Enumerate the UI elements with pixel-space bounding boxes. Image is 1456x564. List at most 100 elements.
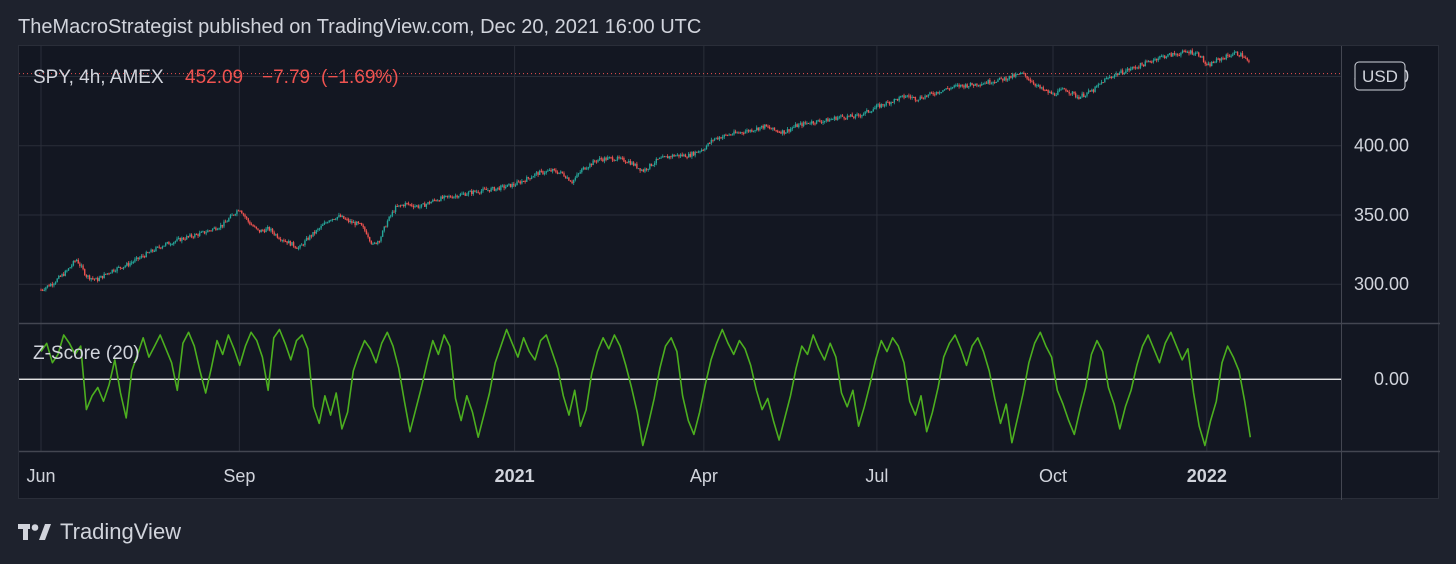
candle-body bbox=[530, 177, 533, 179]
candle-body bbox=[679, 154, 682, 157]
candle-body bbox=[1032, 81, 1035, 84]
candle-body bbox=[994, 81, 996, 83]
candle-body bbox=[563, 173, 565, 177]
candle-body bbox=[139, 257, 141, 260]
candle-body bbox=[938, 92, 941, 94]
candle-body bbox=[1050, 91, 1053, 95]
chart-panel[interactable]: JunSep2021AprJulOct2022450.00400.00350.0… bbox=[18, 45, 1440, 500]
candle-body bbox=[275, 234, 277, 236]
candle-body bbox=[1062, 88, 1064, 90]
candle-body bbox=[339, 215, 342, 217]
candle-body bbox=[411, 204, 413, 206]
candle-body bbox=[381, 230, 384, 237]
candle-body bbox=[778, 131, 781, 133]
currency-button[interactable]: USD bbox=[1354, 61, 1406, 91]
candle-body bbox=[1214, 62, 1216, 64]
candle-body bbox=[1083, 93, 1085, 97]
candle-body bbox=[467, 191, 470, 195]
candle-body bbox=[198, 232, 201, 236]
legend-symbol[interactable]: SPY, 4h, AMEX bbox=[33, 67, 164, 88]
candle-body bbox=[424, 203, 426, 207]
candle-body bbox=[1185, 51, 1187, 53]
candle-body bbox=[273, 232, 275, 235]
candle-body bbox=[641, 169, 643, 171]
chart-svg[interactable]: JunSep2021AprJulOct2022450.00400.00350.0… bbox=[19, 46, 1440, 500]
candle-body bbox=[548, 169, 551, 171]
candle-body bbox=[746, 130, 748, 132]
candle-body bbox=[326, 222, 329, 224]
candle-body bbox=[75, 259, 78, 262]
candle-body bbox=[1094, 86, 1096, 92]
candle-body bbox=[1063, 88, 1066, 90]
candle-body bbox=[830, 119, 832, 121]
candle-body bbox=[687, 153, 690, 158]
candle-body bbox=[90, 278, 92, 280]
zscore-legend[interactable]: Z-Score (20) bbox=[33, 343, 140, 364]
candle-body bbox=[80, 265, 83, 267]
candle-body bbox=[432, 199, 434, 202]
candle-body bbox=[200, 231, 203, 233]
candle-body bbox=[987, 80, 989, 84]
candle-body bbox=[979, 85, 981, 87]
candle-body bbox=[1248, 60, 1250, 63]
candle-body bbox=[1118, 72, 1121, 75]
candle-body bbox=[623, 157, 625, 162]
candle-body bbox=[278, 237, 280, 240]
candle-body bbox=[880, 104, 883, 108]
candle-body bbox=[449, 196, 452, 198]
candle-body bbox=[804, 122, 806, 124]
candle-body bbox=[728, 134, 730, 136]
candle-body bbox=[118, 266, 120, 268]
candle-body bbox=[1154, 58, 1156, 61]
candle-body bbox=[934, 94, 936, 96]
candle-body bbox=[1100, 82, 1103, 84]
candle-body bbox=[898, 97, 900, 101]
candle-body bbox=[579, 172, 581, 174]
candle-body bbox=[696, 151, 698, 153]
candle-body bbox=[279, 239, 282, 241]
candle-body bbox=[856, 114, 858, 116]
candle-body bbox=[148, 252, 151, 254]
candle-body bbox=[1219, 58, 1221, 61]
candle-body bbox=[940, 92, 942, 94]
candle-body bbox=[420, 204, 423, 207]
candle-body bbox=[223, 221, 225, 227]
candle-body bbox=[662, 156, 664, 158]
candle-body bbox=[1052, 93, 1054, 95]
candle-body bbox=[626, 162, 628, 164]
candle-body bbox=[119, 266, 122, 268]
candle-body bbox=[1066, 91, 1069, 93]
candle-body bbox=[53, 283, 55, 286]
candle-body bbox=[807, 122, 810, 124]
candle-body bbox=[197, 234, 199, 236]
candle-body bbox=[969, 82, 972, 87]
candle-body bbox=[1026, 75, 1028, 79]
candle-body bbox=[1060, 89, 1062, 91]
candle-body bbox=[607, 157, 609, 160]
candle-body bbox=[590, 163, 593, 166]
candle-body bbox=[189, 234, 191, 237]
candle-body bbox=[58, 275, 60, 279]
candle-body bbox=[216, 229, 219, 231]
candle-body bbox=[911, 96, 913, 98]
candle-body bbox=[464, 193, 466, 196]
candle-body bbox=[624, 161, 627, 163]
candle-body bbox=[731, 134, 734, 136]
candle-body bbox=[1099, 83, 1101, 85]
candle-body bbox=[40, 289, 42, 291]
candle-body bbox=[331, 219, 334, 221]
tradingview-logo[interactable]: TradingView bbox=[18, 519, 181, 545]
candle-body bbox=[526, 177, 528, 182]
candle-body bbox=[655, 158, 657, 164]
candle-body bbox=[114, 271, 117, 273]
candle-body bbox=[498, 187, 500, 191]
candle-body bbox=[568, 177, 570, 181]
legend-last-price: 452.09 bbox=[185, 67, 243, 88]
candle-body bbox=[777, 130, 779, 132]
x-tick-label: 2021 bbox=[495, 466, 535, 486]
candle-body bbox=[166, 242, 168, 244]
candle-body bbox=[221, 224, 224, 227]
candle-body bbox=[437, 200, 439, 202]
candle-body bbox=[147, 252, 149, 254]
candle-body bbox=[738, 132, 740, 134]
